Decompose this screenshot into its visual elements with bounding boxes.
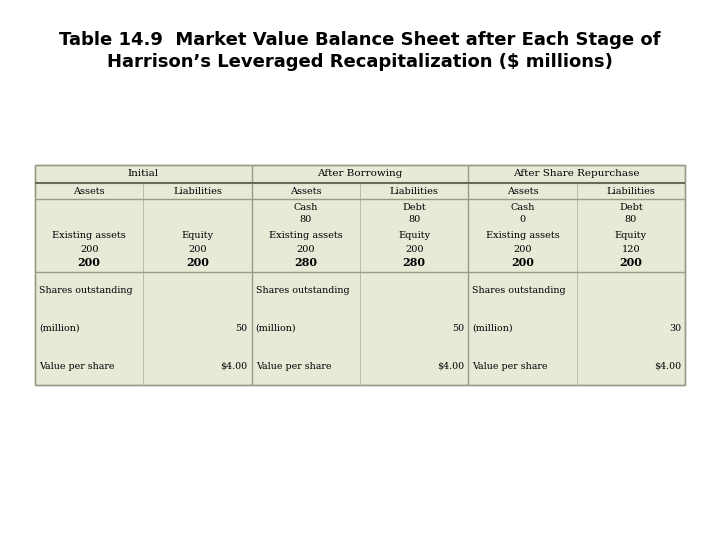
Text: Assets: Assets bbox=[290, 186, 322, 195]
Text: Cash: Cash bbox=[510, 202, 535, 212]
Text: After Borrowing: After Borrowing bbox=[318, 170, 402, 179]
Text: 80: 80 bbox=[625, 214, 637, 224]
Text: 200: 200 bbox=[297, 245, 315, 253]
FancyBboxPatch shape bbox=[35, 165, 685, 385]
Text: Value per share: Value per share bbox=[472, 362, 548, 370]
Text: 280: 280 bbox=[294, 258, 318, 268]
Text: (million): (million) bbox=[39, 324, 80, 333]
Text: 0: 0 bbox=[519, 214, 526, 224]
Text: Existing assets: Existing assets bbox=[269, 231, 343, 240]
Text: Debt: Debt bbox=[402, 202, 426, 212]
Text: Shares outstanding: Shares outstanding bbox=[256, 286, 349, 295]
Text: Existing assets: Existing assets bbox=[485, 231, 559, 240]
Text: Assets: Assets bbox=[73, 186, 105, 195]
Text: 280: 280 bbox=[402, 258, 426, 268]
Text: Harrison’s Leveraged Recapitalization ($ millions): Harrison’s Leveraged Recapitalization ($… bbox=[107, 53, 613, 71]
Text: Shares outstanding: Shares outstanding bbox=[39, 286, 132, 295]
Text: $4.00: $4.00 bbox=[437, 362, 464, 370]
Text: 200: 200 bbox=[186, 258, 209, 268]
Text: Table 14.9  Market Value Balance Sheet after Each Stage of: Table 14.9 Market Value Balance Sheet af… bbox=[59, 31, 661, 49]
Text: Existing assets: Existing assets bbox=[53, 231, 126, 240]
Text: 200: 200 bbox=[80, 245, 99, 253]
Text: Equity: Equity bbox=[398, 231, 431, 240]
Text: 50: 50 bbox=[235, 324, 248, 333]
Text: After Share Repurchase: After Share Repurchase bbox=[513, 170, 640, 179]
Text: $4.00: $4.00 bbox=[220, 362, 248, 370]
Text: Equity: Equity bbox=[615, 231, 647, 240]
Text: Liabilities: Liabilities bbox=[173, 186, 222, 195]
Text: $4.00: $4.00 bbox=[654, 362, 681, 370]
Text: 200: 200 bbox=[78, 258, 101, 268]
Text: 50: 50 bbox=[452, 324, 464, 333]
Text: (million): (million) bbox=[472, 324, 513, 333]
Text: 200: 200 bbox=[513, 245, 532, 253]
Text: (million): (million) bbox=[256, 324, 297, 333]
Text: 30: 30 bbox=[669, 324, 681, 333]
Text: Assets: Assets bbox=[507, 186, 539, 195]
Text: Initial: Initial bbox=[127, 170, 159, 179]
Text: Liabilities: Liabilities bbox=[390, 186, 438, 195]
Text: Shares outstanding: Shares outstanding bbox=[472, 286, 566, 295]
Text: Debt: Debt bbox=[619, 202, 643, 212]
Text: 80: 80 bbox=[408, 214, 420, 224]
Text: 200: 200 bbox=[511, 258, 534, 268]
Text: 200: 200 bbox=[188, 245, 207, 253]
Text: Value per share: Value per share bbox=[256, 362, 331, 370]
Text: 80: 80 bbox=[300, 214, 312, 224]
Text: 200: 200 bbox=[619, 258, 642, 268]
Text: Liabilities: Liabilities bbox=[606, 186, 655, 195]
Text: 200: 200 bbox=[405, 245, 423, 253]
Text: Equity: Equity bbox=[181, 231, 214, 240]
Text: 120: 120 bbox=[621, 245, 640, 253]
Text: Value per share: Value per share bbox=[39, 362, 114, 370]
Text: Cash: Cash bbox=[294, 202, 318, 212]
